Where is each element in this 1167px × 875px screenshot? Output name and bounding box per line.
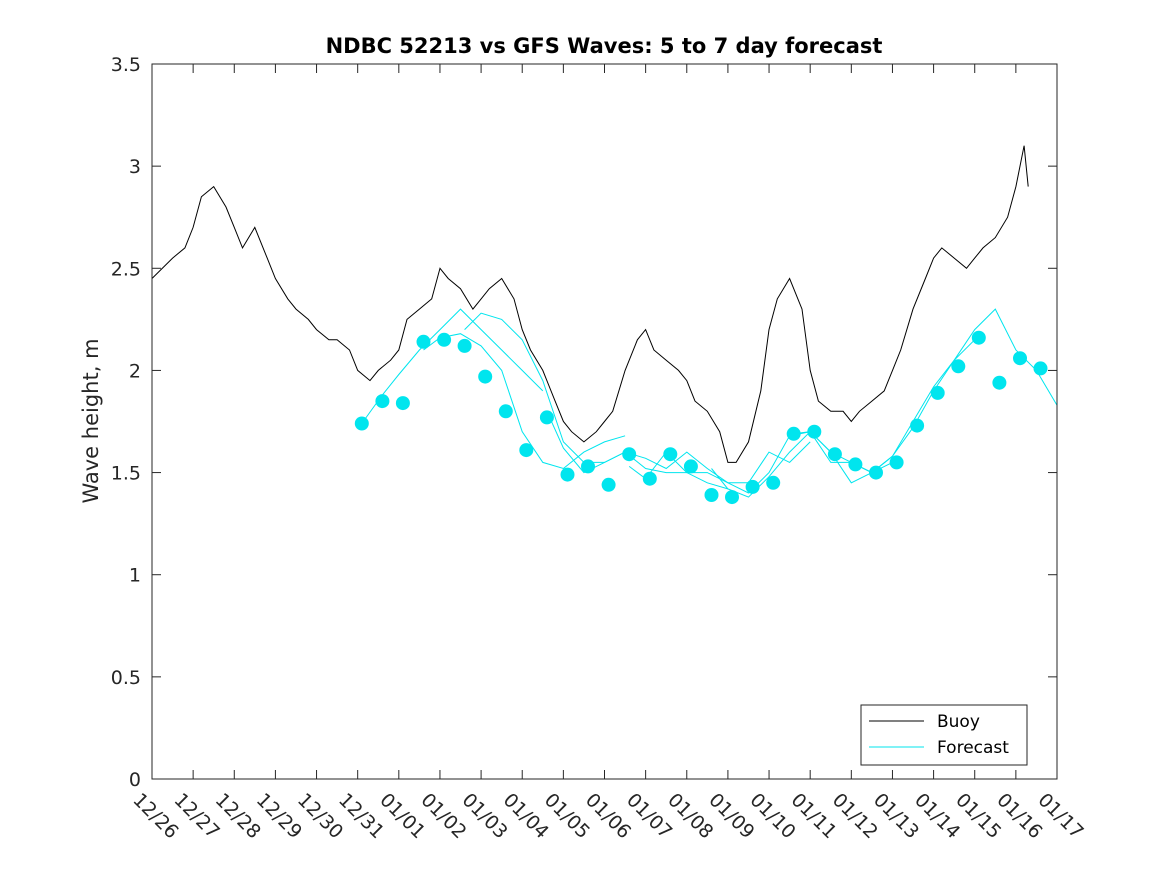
y-tick-label: 0.5 [111,667,141,689]
forecast-marker [457,338,472,353]
forecast-marker [478,369,493,384]
forecast-marker [951,359,966,374]
chart-title: NDBC 52213 vs GFS Waves: 5 to 7 day fore… [326,34,883,58]
forecast-marker [395,396,410,411]
y-axis: 0 0.5 1 1.5 2 2.5 3 3.5 [111,54,1057,791]
forecast-marker [683,459,698,474]
forecast-marker [704,488,719,502]
y-axis-label: Wave height, m [79,338,103,503]
y-tick-label: 1.5 [111,463,141,485]
y-tick-label: 2 [129,360,141,382]
forecast-series-line [361,308,544,424]
forecast-marker [375,394,390,409]
legend-label-buoy: Buoy [937,712,980,732]
forecast-marker [869,465,883,480]
y-tick-label: 1 [129,565,141,587]
forecast-marker [725,490,739,505]
forecast-series-line [793,308,1058,474]
forecast-marker [827,447,842,462]
forecast-marker [354,416,369,431]
legend-box [860,704,1028,766]
forecast-marker [1013,351,1027,366]
forecast-marker [992,375,1007,390]
forecast-marker [581,459,595,474]
forecast-marker [910,418,925,433]
forecast-marker [889,455,904,470]
data-layer [151,145,1058,505]
y-tick-label: 3.5 [111,54,141,76]
forecast-marker [416,334,431,349]
forecast-marker [1033,361,1048,376]
forecast-marker [498,404,513,419]
y-tick-label: 2.5 [111,258,141,280]
forecast-marker [663,447,678,462]
forecast-marker [745,479,760,494]
forecast-marker [560,467,575,482]
legend-label-forecast: Forecast [937,738,1009,758]
forecast-series-line [464,312,729,490]
y-tick-label: 0 [129,769,141,791]
forecast-series-line [423,333,626,470]
forecast-marker [848,457,863,472]
buoy-series-line [151,145,1029,463]
forecast-marker [642,471,657,486]
forecast-marker [766,475,781,490]
forecast-marker [601,477,616,492]
forecast-marker [622,447,637,462]
forecast-marker [971,330,986,345]
legend: Buoy Forecast [860,704,1028,766]
forecast-marker [539,410,554,425]
y-tick-label: 3 [129,156,141,178]
forecast-marker [519,443,534,458]
forecast-marker [786,426,801,441]
forecast-marker [930,385,945,400]
forecast-marker [807,424,822,439]
forecast-marker [437,332,452,347]
